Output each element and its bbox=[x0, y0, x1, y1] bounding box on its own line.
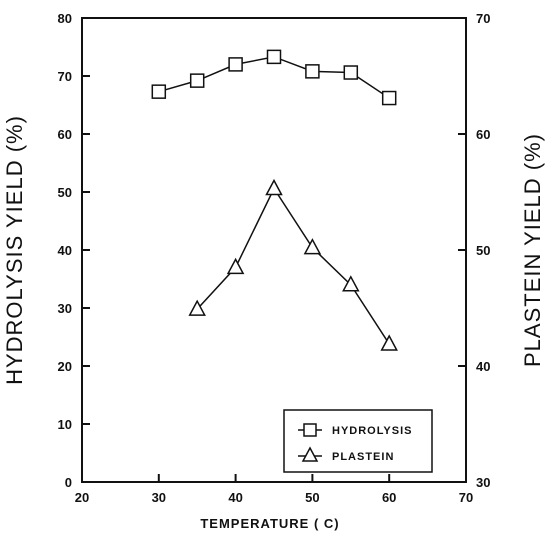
data-point-hydrolysis bbox=[189, 73, 205, 88]
data-point-plastein bbox=[226, 257, 245, 275]
right-axis-title: PLASTEIN YIELD (%) bbox=[520, 133, 545, 367]
legend-square-marker bbox=[303, 423, 317, 437]
series-line-plastein bbox=[196, 186, 390, 345]
left-axis-ticks: 0 10 20 30 40 50 60 70 80 bbox=[58, 11, 90, 490]
right-tick-label: 30 bbox=[476, 475, 490, 490]
right-tick-label: 50 bbox=[476, 243, 490, 258]
x-tick-label: 70 bbox=[459, 490, 473, 505]
left-tick-label: 60 bbox=[58, 127, 72, 142]
x-tick-label: 20 bbox=[75, 490, 89, 505]
x-tick-label: 30 bbox=[152, 490, 166, 505]
left-tick-label: 10 bbox=[58, 417, 72, 432]
left-tick-label: 80 bbox=[58, 11, 72, 26]
data-point-plastein bbox=[303, 238, 322, 255]
left-axis-title: HYDROLYSIS YIELD (%) bbox=[2, 115, 27, 385]
x-tick-label: 40 bbox=[228, 490, 242, 505]
left-tick-label: 70 bbox=[58, 69, 72, 84]
legend-label-hydrolysis: HYDROLYSIS bbox=[332, 425, 413, 437]
right-tick-label: 60 bbox=[476, 127, 490, 142]
data-point-hydrolysis bbox=[381, 90, 397, 106]
legend-label-plastein: PLASTEIN bbox=[332, 451, 394, 463]
legend-triangle-marker bbox=[301, 446, 319, 462]
x-axis-ticks: 20 30 40 50 60 70 bbox=[75, 474, 473, 505]
left-tick-label: 0 bbox=[65, 475, 72, 490]
left-tick-label: 50 bbox=[58, 185, 72, 200]
left-tick-label: 20 bbox=[58, 359, 72, 374]
x-axis-title: TEMPERATURE ( C) bbox=[200, 516, 339, 531]
x-tick-label: 50 bbox=[305, 490, 319, 505]
data-point-plastein bbox=[342, 275, 360, 292]
right-tick-label: 40 bbox=[476, 359, 490, 374]
data-point-hydrolysis bbox=[343, 65, 359, 80]
data-point-plastein bbox=[380, 334, 398, 351]
data-point-hydrolysis bbox=[228, 57, 243, 72]
left-tick-label: 30 bbox=[58, 301, 72, 316]
series-layer bbox=[151, 49, 398, 351]
data-point-hydrolysis bbox=[305, 64, 320, 79]
right-axis-ticks: 30 40 50 60 70 bbox=[458, 11, 490, 490]
data-point-plastein bbox=[188, 299, 206, 316]
legend: HYDROLYSIS PLASTEIN bbox=[283, 409, 433, 473]
right-tick-label: 70 bbox=[476, 11, 490, 26]
data-point-hydrolysis bbox=[266, 49, 282, 65]
left-tick-label: 40 bbox=[58, 243, 72, 258]
legend-item-hydrolysis: HYDROLYSIS bbox=[298, 423, 413, 437]
data-point-plastein bbox=[265, 178, 283, 196]
legend-item-plastein: PLASTEIN bbox=[298, 446, 394, 463]
data-point-hydrolysis bbox=[151, 84, 167, 99]
x-tick-label: 60 bbox=[382, 490, 396, 505]
